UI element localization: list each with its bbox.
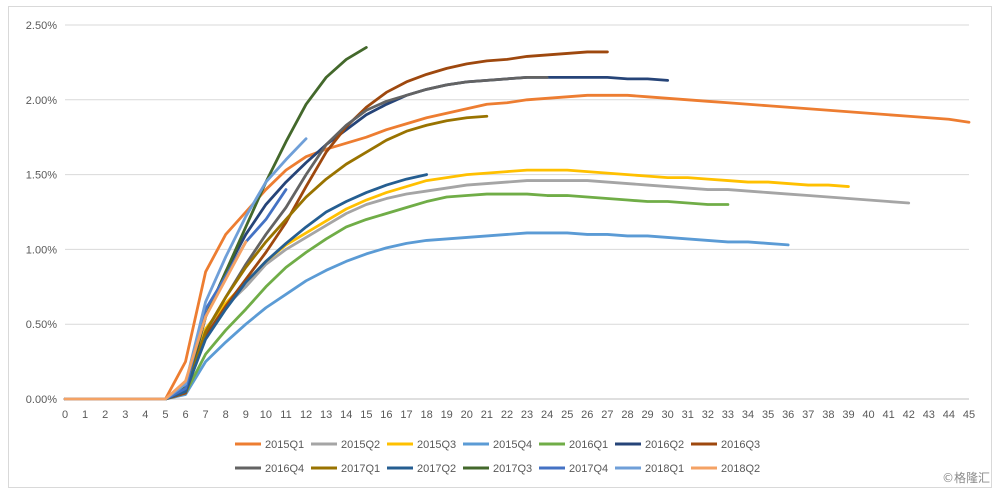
x-tick-label: 41 [883,409,895,421]
x-tick-label: 29 [641,409,653,421]
x-tick-label: 20 [461,409,473,421]
x-tick-label: 42 [903,409,915,421]
x-tick-label: 45 [963,409,975,421]
y-tick-label: 1.50% [26,170,57,182]
y-tick-label: 0.50% [26,319,57,331]
x-tick-label: 18 [420,409,432,421]
x-tick-label: 16 [380,409,392,421]
legend-label: 2015Q1 [265,439,304,451]
x-tick-label: 6 [182,409,188,421]
x-tick-label: 40 [862,409,874,421]
legend-item-2017Q4: 2017Q4 [539,463,608,475]
legend-item-2015Q1: 2015Q1 [235,439,304,451]
legend-label: 2017Q3 [493,463,532,475]
series-line-2018Q2 [63,240,248,401]
y-axis: 0.00% 0.50% 1.00% 1.50% 2.00% 2.50% [26,20,57,406]
legend-item-2015Q3: 2015Q3 [387,439,456,451]
x-tick-label: 10 [260,409,272,421]
x-tick-label: 36 [782,409,794,421]
y-tick-label: 2.00% [26,95,57,107]
legend-item-2017Q2: 2017Q2 [387,463,456,475]
x-tick-label: 44 [943,409,955,421]
legend-item-2016Q2: 2016Q2 [615,439,684,451]
legend-label: 2015Q4 [493,439,532,451]
x-tick-label: 9 [243,409,249,421]
legend-label: 2017Q4 [569,463,608,475]
series-line-2017Q4 [63,188,288,401]
legend: 2015Q1 2015Q2 2015Q3 2015Q4 2016Q1 2016Q2 2016… [235,439,760,475]
x-tick-label: 21 [481,409,493,421]
x-tick-label: 28 [621,409,633,421]
x-tick-label: 34 [742,409,754,421]
series-line-2015Q1 [63,93,971,401]
series-line-2016Q3 [63,50,609,401]
y-tick-label: 2.50% [26,20,57,32]
x-tick-label: 38 [822,409,834,421]
x-tick-label: 13 [320,409,332,421]
x-tick-label: 19 [441,409,453,421]
legend-label: 2016Q4 [265,463,304,475]
x-tick-label: 3 [122,409,128,421]
legend-item-2016Q1: 2016Q1 [539,439,608,451]
legend-label: 2016Q1 [569,439,608,451]
legend-item-2016Q3: 2016Q3 [691,439,760,451]
legend-item-2015Q2: 2015Q2 [311,439,380,451]
x-tick-label: 37 [802,409,814,421]
x-tick-label: 31 [682,409,694,421]
legend-item-2017Q3: 2017Q3 [463,463,532,475]
legend-label: 2015Q3 [417,439,456,451]
legend-label: 2017Q2 [417,463,456,475]
legend-item-2016Q4: 2016Q4 [235,463,304,475]
x-tick-label: 25 [561,409,573,421]
x-tick-label: 0 [62,409,68,421]
legend-label: 2016Q2 [645,439,684,451]
x-tick-label: 35 [762,409,774,421]
x-tick-label: 4 [142,409,148,421]
x-tick-label: 15 [360,409,372,421]
x-tick-label: 33 [722,409,734,421]
y-tick-label: 0.00% [26,394,57,406]
watermark: ©格隆汇 [941,471,990,485]
series-line-2015Q4 [63,231,790,401]
x-tick-label: 11 [280,409,291,421]
x-tick-label: 14 [340,409,352,421]
x-tick-label: 1 [82,409,88,421]
series-line-2016Q2 [63,75,670,401]
legend-item-2017Q1: 2017Q1 [311,463,380,475]
x-tick-label: 23 [521,409,533,421]
x-tick-label: 30 [662,409,674,421]
legend-label: 2018Q1 [645,463,684,475]
x-tick-label: 39 [842,409,854,421]
x-tick-label: 7 [203,409,209,421]
series-line-2016Q1 [63,192,730,401]
legend-item-2018Q2: 2018Q2 [691,463,760,475]
legend-item-2018Q1: 2018Q1 [615,463,684,475]
y-tick-label: 1.00% [26,244,57,256]
x-tick-label: 26 [581,409,593,421]
legend-label: 2018Q2 [721,463,760,475]
x-tick-label: 2 [102,409,108,421]
x-tick-label: 32 [702,409,714,421]
x-tick-label: 22 [501,409,513,421]
legend-label: 2016Q3 [721,439,760,451]
x-axis: 0 1 2 3 4 5 6 7 8 9 10 11 12 13 14 15 16 17 18 19 20 21 22 23 24… [62,409,975,421]
series-lines [63,46,971,401]
x-tick-label: 43 [923,409,935,421]
x-tick-label: 12 [300,409,312,421]
x-tick-label: 24 [541,409,553,421]
x-tick-label: 17 [400,409,412,421]
x-tick-label: 8 [223,409,229,421]
x-tick-label: 27 [601,409,613,421]
legend-item-2015Q4: 2015Q4 [463,439,532,451]
legend-label: 2015Q2 [341,439,380,451]
legend-label: 2017Q1 [341,463,380,475]
x-tick-label: 5 [162,409,168,421]
